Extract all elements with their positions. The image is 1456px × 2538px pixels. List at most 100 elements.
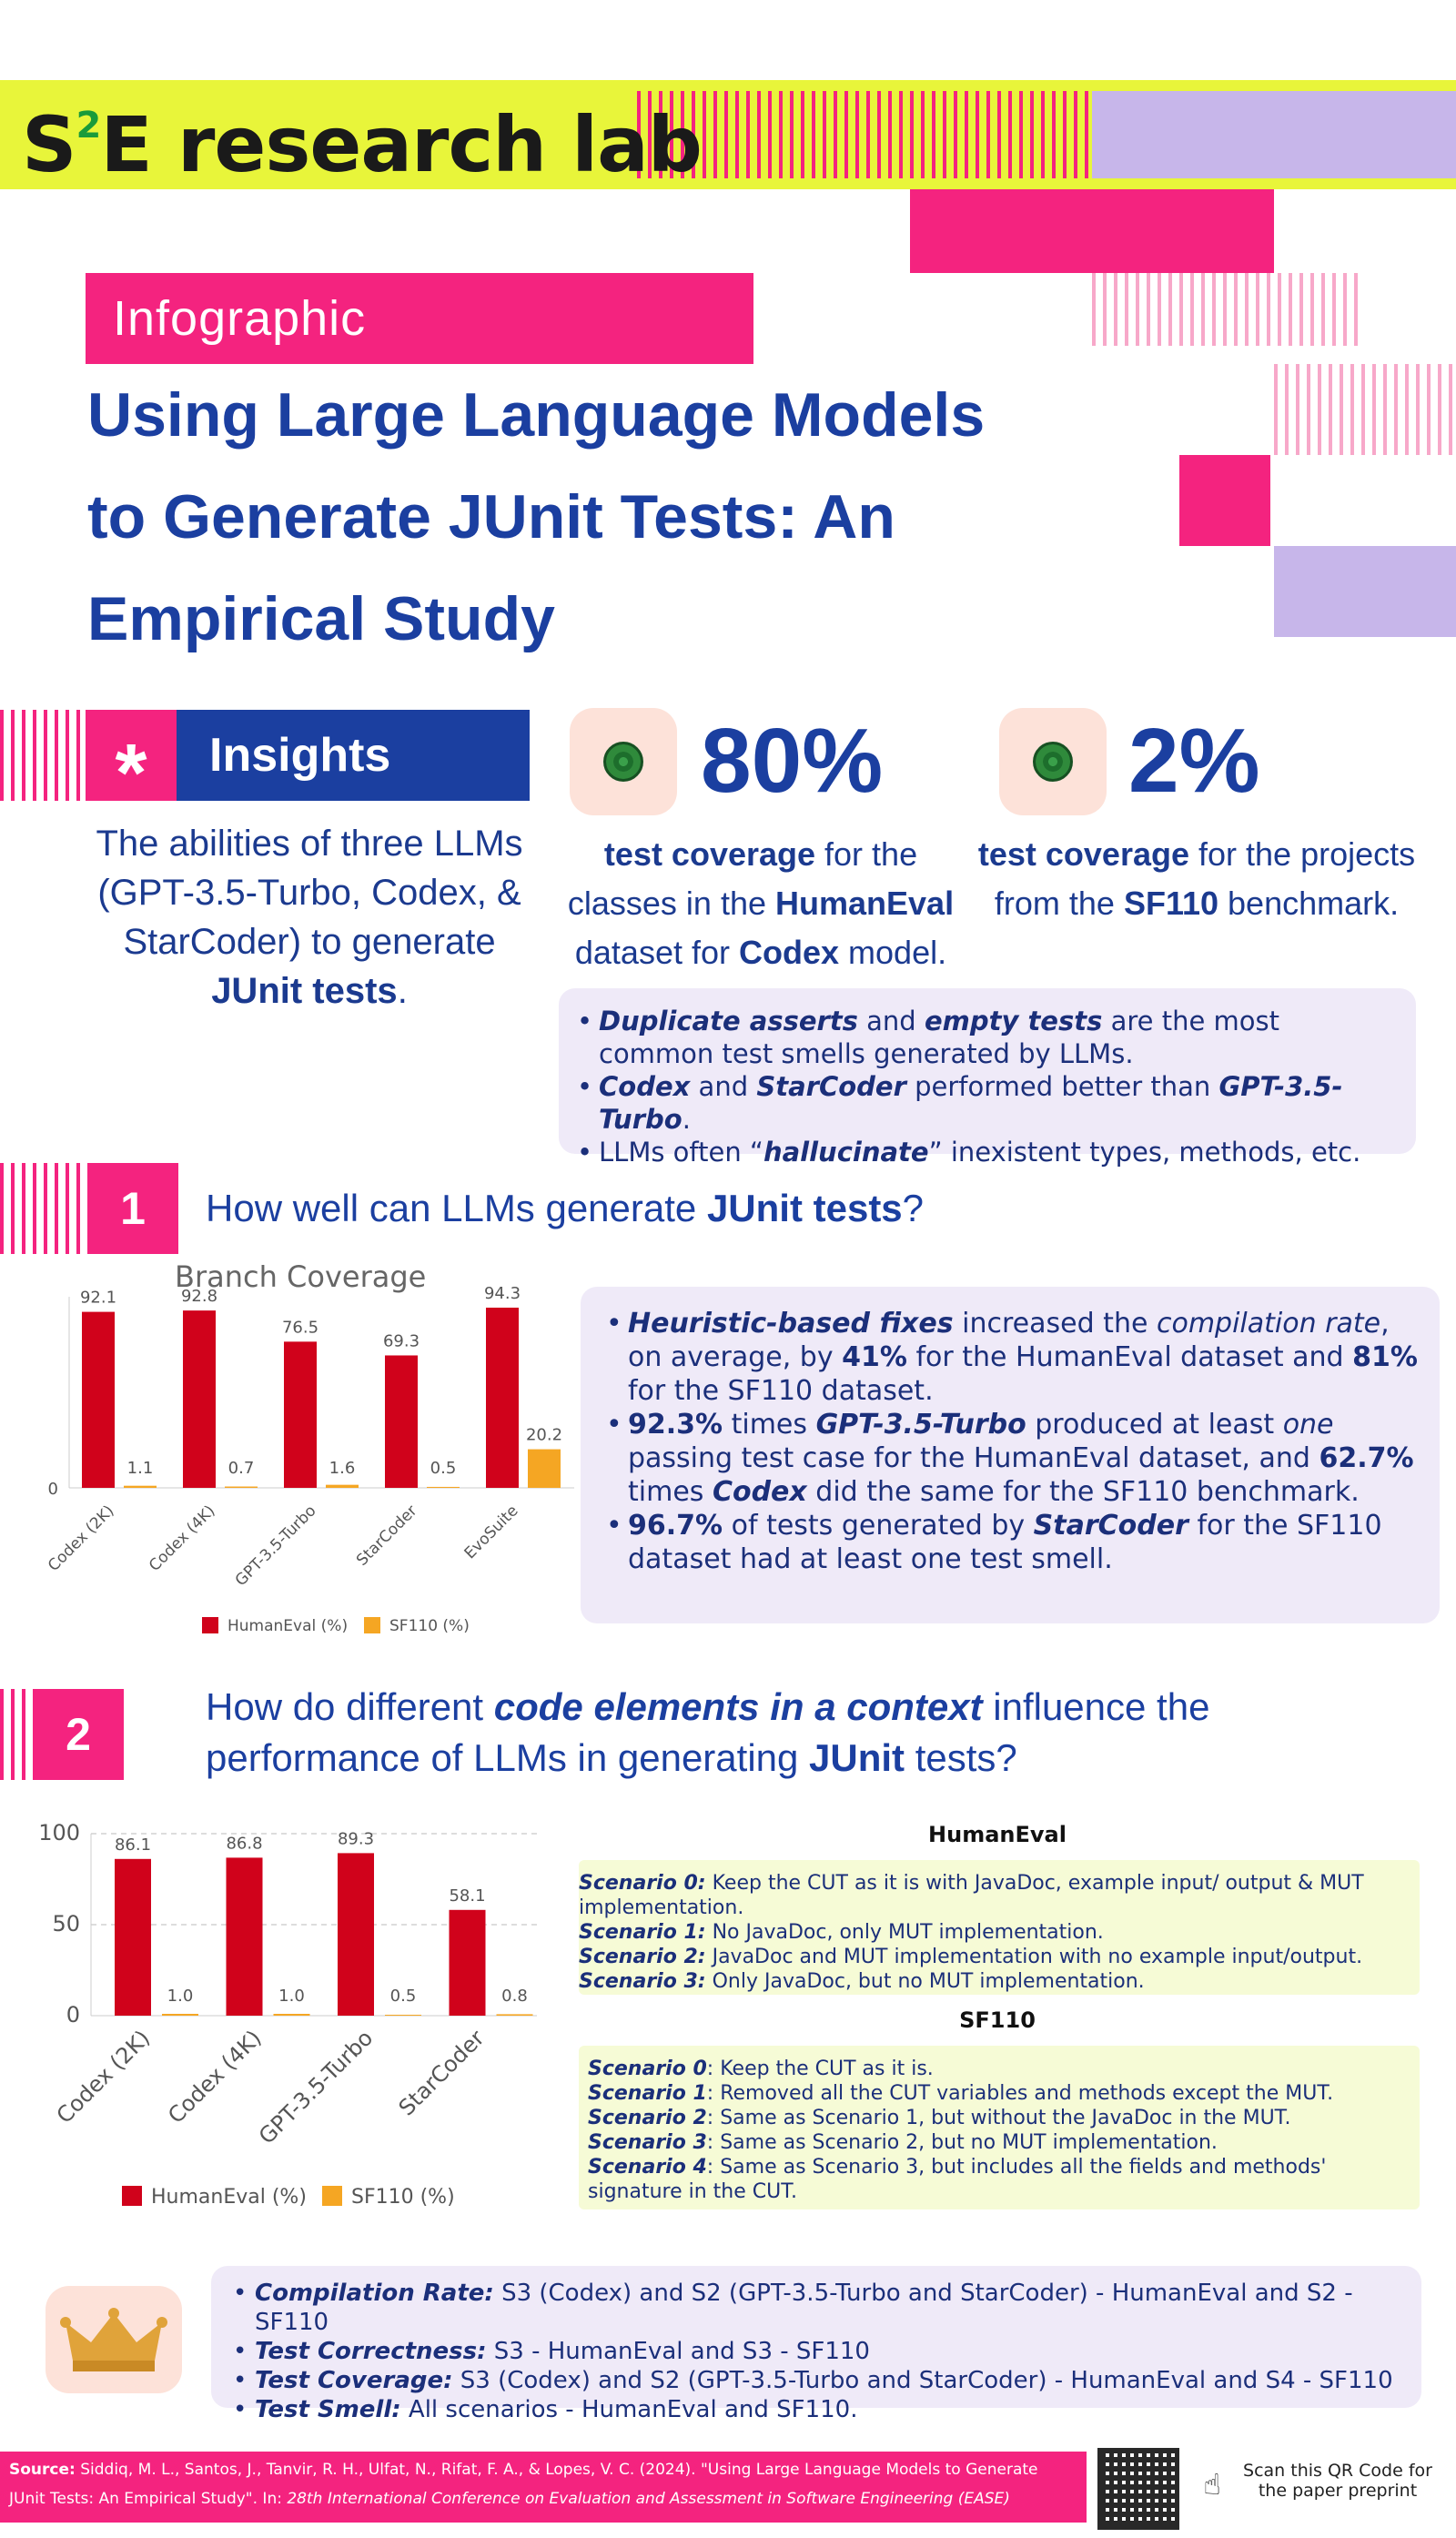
radar-icon-box-1 [570, 708, 677, 815]
scenario-item: Scenario 2: JavaDoc and MUT implementati… [579, 1946, 1363, 1968]
legend-label: SF110 (%) [351, 2186, 455, 2209]
insight-bullet: LLMs often “hallucinate” inexistent type… [573, 1136, 1401, 1168]
x-tick-label: Codex (4K) [163, 2025, 267, 2128]
bar [115, 1858, 151, 2016]
bar [225, 1486, 258, 1488]
page-title: Using Large Language Models to Generate … [87, 380, 986, 653]
y-tick-label: 50 [52, 1911, 80, 1936]
data-label: 92.8 [181, 1287, 217, 1306]
qr-code[interactable] [1097, 2448, 1179, 2530]
x-tick-label: StarCoder [353, 1502, 421, 1570]
radar-icon [603, 742, 643, 782]
bar [385, 1355, 418, 1488]
bar [326, 1484, 359, 1488]
q1-stripes [0, 1163, 82, 1254]
legend-swatch [202, 1617, 218, 1633]
q1-bullet: 96.7% of tests generated by StarCoder fo… [602, 1509, 1425, 1576]
q1-number: 1 [87, 1163, 178, 1254]
deco-lavender-block-2 [1274, 546, 1456, 637]
deco-stripes-1 [1092, 273, 1365, 346]
context-elements-svg: 100 50 0 86.1 1.0 Codex (2K) 86.8 1.0 Codex (4K)… [38, 1820, 537, 2209]
humaneval-scenarios: Scenario 0: Keep the CUT as it is with J… [579, 1860, 1420, 1995]
legend-swatch [364, 1617, 380, 1633]
insights-bullets-panel: Duplicate asserts and empty tests are th… [559, 988, 1416, 1168]
scenario-item: Scenario 0: Keep the CUT as it is. [588, 2058, 934, 2080]
legend-label: SF110 (%) [389, 1617, 470, 1635]
q2-stripes [0, 1689, 27, 1780]
crown-icon [60, 2308, 167, 2371]
q1-bullet: Heuristic-based fixes increased the comp… [602, 1307, 1425, 1408]
radar-icon-box-2 [999, 708, 1107, 815]
bar [162, 2014, 198, 2016]
humaneval-heading: HumanEval [928, 1822, 1067, 1847]
bar [486, 1307, 519, 1488]
insights-lead: The abilities of three LLMs (GPT-3.5-Tur… [96, 824, 523, 1011]
scenario-item: Scenario 2: Same as Scenario 1, but with… [588, 2107, 1291, 2129]
deco-pink-block-2 [1179, 455, 1270, 546]
source-citation: Source: Siddiq, M. L., Santos, J., Tanvi… [0, 2452, 1087, 2523]
data-label: 1.6 [329, 1459, 356, 1478]
header-lavender-block [1092, 91, 1456, 178]
y-tick-label: 0 [66, 2002, 80, 2027]
crown-icon-box [46, 2286, 182, 2393]
bar [528, 1449, 561, 1488]
q1-bullet: 92.3% times GPT-3.5-Turbo produced at le… [602, 1408, 1425, 1509]
data-label: 1.0 [278, 1987, 305, 2006]
data-label: 86.8 [226, 1834, 262, 1853]
data-label: 76.5 [282, 1318, 318, 1337]
stat-value-1: 80% [701, 710, 884, 812]
insights-heading: Insights [177, 710, 530, 801]
data-label: 94.3 [484, 1284, 521, 1303]
bar [273, 2014, 310, 2016]
q1-question: How well can LLMs generate JUnit tests? [206, 1187, 925, 1229]
lab-logo: S2E research lab [22, 100, 703, 189]
x-tick-label: EvoSuite [461, 1502, 522, 1562]
summary-list: Compilation Rate: S3 (Codex) and S2 (GPT… [229, 2279, 1407, 2424]
data-label: 0.5 [390, 1987, 417, 2006]
scenario-item: Scenario 3: Same as Scenario 2, but no M… [588, 2131, 1218, 2154]
legend-label: HumanEval (%) [228, 1617, 348, 1635]
data-label: 20.2 [526, 1426, 562, 1445]
qr-note: Scan this QR Code for the paper preprint [1243, 2461, 1432, 2501]
legend-label: HumanEval (%) [151, 2186, 307, 2209]
bar [338, 1853, 374, 2016]
data-label: 0.8 [501, 1987, 528, 2006]
data-label: 1.1 [127, 1459, 154, 1478]
summary-item: Test Coverage: S3 (Codex) and S2 (GPT-3.… [229, 2366, 1407, 2395]
stat-value-2: 2% [1128, 710, 1260, 812]
sf110-scenario-list: Scenario 0: Keep the CUT as it is. Scenar… [588, 2057, 1420, 2204]
q1-bullets-panel: Heuristic-based fixes increased the comp… [581, 1287, 1440, 1623]
bar [427, 1486, 460, 1488]
bar [496, 2014, 533, 2016]
bar [284, 1341, 317, 1488]
infographic-tag: Infographic [86, 273, 753, 364]
bar [82, 1311, 115, 1488]
bar [124, 1485, 157, 1488]
legend-swatch [322, 2186, 342, 2206]
summary-panel: Compilation Rate: S3 (Codex) and S2 (GPT… [211, 2266, 1421, 2424]
insight-bullet: Codex and StarCoder performed better tha… [573, 1070, 1401, 1136]
radar-icon [1033, 742, 1073, 782]
branch-coverage-svg: Branch Coverage 0 92.1 1.1 Codex (2K) 92.8 0.7… [45, 1265, 574, 1635]
x-tick-label: GPT-3.5-Turbo [254, 2025, 378, 2149]
insights-stripes [0, 710, 80, 801]
summary-item: Test Smell: All scenarios - HumanEval an… [229, 2395, 1407, 2424]
legend-swatch [122, 2186, 142, 2206]
data-label: 1.0 [167, 1987, 194, 2006]
x-tick-label: Codex (2K) [52, 2025, 156, 2128]
data-label: 58.1 [449, 1886, 485, 1906]
sf110-heading: SF110 [959, 2007, 1036, 2033]
insight-bullet: Duplicate asserts and empty tests are th… [573, 1005, 1401, 1070]
y-tick-label: 0 [48, 1480, 58, 1499]
data-label: 69.3 [383, 1331, 420, 1350]
header-stripes [637, 91, 1092, 178]
x-tick-label: Codex (4K) [146, 1502, 219, 1575]
x-tick-label: StarCoder [394, 2025, 490, 2120]
scenario-item: Scenario 1: No JavaDoc, only MUT impleme… [579, 1921, 1104, 1944]
q2-question: How do different code elements in a cont… [206, 1685, 1210, 1779]
stat-desc-2: test coverage for the projects from the … [977, 835, 1416, 922]
scenario-item: Scenario 1: Removed all the CUT variable… [588, 2082, 1334, 2105]
data-label: 92.1 [80, 1289, 116, 1308]
scenario-item: Scenario 4: Same as Scenario 3, but incl… [588, 2156, 1327, 2203]
x-tick-label: GPT-3.5-Turbo [232, 1502, 320, 1590]
